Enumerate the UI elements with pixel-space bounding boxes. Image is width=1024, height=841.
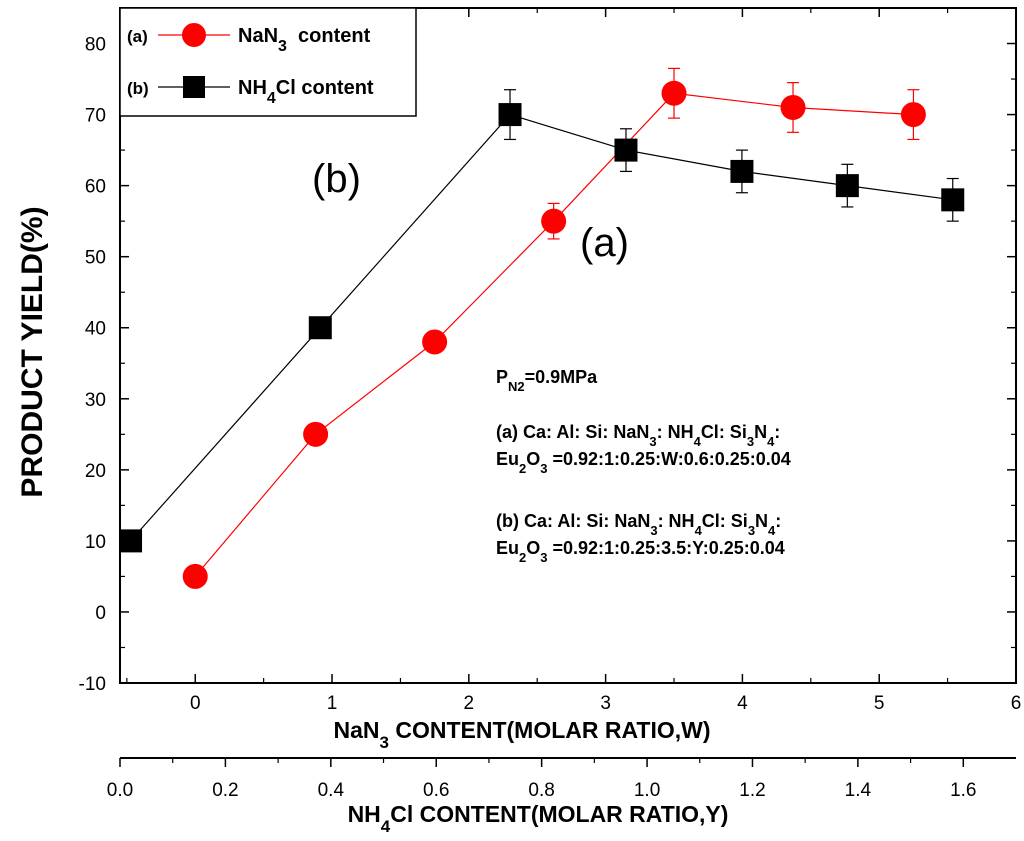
- x-tick-label: 3: [600, 693, 611, 714]
- data-point: [614, 138, 638, 162]
- legend-tag-a: (a): [127, 27, 148, 46]
- x-tick-label: 0: [190, 693, 201, 714]
- x2-tick-label: 1.2: [739, 780, 765, 801]
- annotation-pressure: PN2=0.9MPa: [496, 367, 598, 394]
- x-tick-label: 6: [1011, 693, 1022, 714]
- x2-tick-label: 0.8: [528, 780, 554, 801]
- legend-box: [119, 7, 417, 117]
- x2-tick-label: 0.4: [318, 780, 345, 801]
- series-layer: [119, 67, 965, 589]
- x-tick-label: 5: [874, 693, 885, 714]
- y-tick-label: 40: [85, 319, 106, 340]
- x2-tick-label: 0.6: [423, 780, 449, 801]
- annotation-block: PN2=0.9MPa (a) Ca: Al: Si: NaN3: NH4Cl: …: [496, 367, 791, 565]
- x-tick-label: 1: [327, 693, 338, 714]
- data-point: [780, 94, 806, 120]
- curve-label-a: (a): [580, 221, 629, 265]
- data-point: [422, 329, 448, 355]
- legend-label-b: NH4Cl content: [238, 77, 374, 107]
- data-point: [119, 529, 143, 553]
- data-point: [303, 421, 329, 447]
- x2-tick-label: 0.0: [107, 780, 133, 801]
- y-tick-label: 20: [85, 461, 106, 482]
- x-axis-y: 0.0 0.2 0.4 0.6 0.8 1.0 1.2 1.4 1.6: [107, 757, 1016, 801]
- data-point: [730, 159, 754, 183]
- x2-tick-label: 1.0: [634, 780, 660, 801]
- y-tick-label: 50: [85, 248, 106, 269]
- y-tick-label: 80: [85, 35, 106, 56]
- data-point: [308, 316, 332, 340]
- curve-label-b: (b): [312, 157, 361, 201]
- legend: (a) NaN3 content (b) NH4Cl content: [119, 7, 417, 117]
- series-line: [194, 92, 914, 577]
- data-point: [900, 102, 926, 128]
- data-point: [835, 174, 859, 198]
- x2-tick-label: 1.4: [845, 780, 872, 801]
- data-point: [541, 208, 567, 234]
- x-tick-label: 4: [737, 693, 748, 714]
- x-tick-label: 2: [464, 693, 475, 714]
- legend-marker-a: [182, 23, 206, 47]
- x-axis-y-title: NH4Cl CONTENT(MOLAR RATIO,Y): [348, 801, 729, 836]
- y-tick-label: 0: [95, 603, 106, 624]
- data-point: [661, 80, 687, 106]
- series-b: [119, 89, 965, 553]
- x2-tick-label: 0.2: [212, 780, 238, 801]
- legend-marker-b: [183, 76, 205, 98]
- data-point: [182, 563, 208, 589]
- y-tick-label: 10: [85, 532, 106, 553]
- y-axis: -10 0 10 20 30 40 50 60 70 80: [79, 35, 1016, 695]
- annotation-b-line2: Eu2O3 =0.92:1:0.25:3.5:Y:0.25:0.04: [496, 538, 785, 565]
- y-tick-label: 60: [85, 177, 106, 198]
- data-point: [498, 103, 522, 127]
- x-axis-w-title: NaN3 CONTENT(MOLAR RATIO,W): [333, 717, 710, 752]
- legend-tag-b: (b): [127, 79, 149, 98]
- x2-tick-label: 1.6: [950, 780, 976, 801]
- y-tick-label: 30: [85, 390, 106, 411]
- legend-label-a: NaN3 content: [238, 25, 371, 55]
- y-tick-label: 70: [85, 106, 106, 127]
- annotation-b-line1: (b) Ca: Al: Si: NaN3: NH4Cl: Si3N4:: [496, 511, 781, 538]
- series-a: [182, 67, 926, 589]
- annotation-a-line1: (a) Ca: Al: Si: NaN3: NH4Cl: Si3N4:: [496, 422, 780, 449]
- y-axis-title: PRODUCT YIELD(%): [16, 206, 49, 497]
- y-tick-label: -10: [79, 674, 106, 695]
- plot-frame: [119, 7, 1017, 684]
- data-point: [941, 188, 965, 212]
- series-line: [130, 113, 953, 542]
- annotation-a-line2: Eu2O3 =0.92:1:0.25:W:0.6:0.25:0.04: [496, 449, 791, 476]
